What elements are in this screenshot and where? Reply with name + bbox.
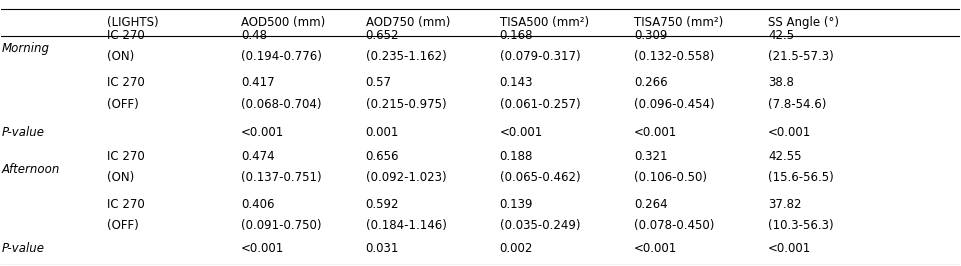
Text: <0.001: <0.001 xyxy=(634,242,678,255)
Text: 0.168: 0.168 xyxy=(500,29,533,42)
Text: 0.406: 0.406 xyxy=(241,198,275,211)
Text: IC 270: IC 270 xyxy=(107,29,144,42)
Text: (0.132-0.558): (0.132-0.558) xyxy=(634,50,714,63)
Text: (0.096-0.454): (0.096-0.454) xyxy=(634,98,714,111)
Text: (0.215-0.975): (0.215-0.975) xyxy=(365,98,446,111)
Text: (OFF): (OFF) xyxy=(107,219,138,232)
Text: IC 270: IC 270 xyxy=(107,77,144,89)
Text: <0.001: <0.001 xyxy=(500,127,543,139)
Text: 0.474: 0.474 xyxy=(241,150,275,163)
Text: 0.652: 0.652 xyxy=(365,29,399,42)
Text: AOD750 (mm): AOD750 (mm) xyxy=(365,16,450,29)
Text: 0.139: 0.139 xyxy=(500,198,533,211)
Text: 0.656: 0.656 xyxy=(365,150,399,163)
Text: 0.188: 0.188 xyxy=(500,150,533,163)
Text: 42.55: 42.55 xyxy=(768,150,801,163)
Text: (ON): (ON) xyxy=(107,171,134,184)
Text: (21.5-57.3): (21.5-57.3) xyxy=(768,50,834,63)
Text: 0.48: 0.48 xyxy=(241,29,267,42)
Text: (LIGHTS): (LIGHTS) xyxy=(107,16,159,29)
Text: (0.106-0.50): (0.106-0.50) xyxy=(634,171,707,184)
Text: (0.137-0.751): (0.137-0.751) xyxy=(241,171,322,184)
Text: (0.194-0.776): (0.194-0.776) xyxy=(241,50,322,63)
Text: (0.035-0.249): (0.035-0.249) xyxy=(500,219,580,232)
Text: (ON): (ON) xyxy=(107,50,134,63)
Text: <0.001: <0.001 xyxy=(768,127,811,139)
Text: (15.6-56.5): (15.6-56.5) xyxy=(768,171,834,184)
Text: 0.417: 0.417 xyxy=(241,77,275,89)
Text: SS Angle (°): SS Angle (°) xyxy=(768,16,839,29)
Text: P-value: P-value xyxy=(1,242,44,255)
Text: P-value: P-value xyxy=(1,127,44,139)
Text: 0.031: 0.031 xyxy=(365,242,399,255)
Text: (0.061-0.257): (0.061-0.257) xyxy=(500,98,580,111)
Text: IC 270: IC 270 xyxy=(107,198,144,211)
Text: 0.143: 0.143 xyxy=(500,77,533,89)
Text: 0.002: 0.002 xyxy=(500,242,533,255)
Text: 0.309: 0.309 xyxy=(634,29,667,42)
Text: 38.8: 38.8 xyxy=(768,77,794,89)
Text: <0.001: <0.001 xyxy=(768,242,811,255)
Text: (0.235-1.162): (0.235-1.162) xyxy=(365,50,446,63)
Text: (0.079-0.317): (0.079-0.317) xyxy=(500,50,580,63)
Text: (0.091-0.750): (0.091-0.750) xyxy=(241,219,321,232)
Text: TISA500 (mm²): TISA500 (mm²) xyxy=(500,16,589,29)
Text: TISA750 (mm²): TISA750 (mm²) xyxy=(634,16,723,29)
Text: (10.3-56.3): (10.3-56.3) xyxy=(768,219,833,232)
Text: 42.5: 42.5 xyxy=(768,29,794,42)
Text: Afternoon: Afternoon xyxy=(1,163,60,176)
Text: (0.078-0.450): (0.078-0.450) xyxy=(634,219,714,232)
Text: 0.266: 0.266 xyxy=(634,77,668,89)
Text: (0.184-1.146): (0.184-1.146) xyxy=(365,219,447,232)
Text: (7.8-54.6): (7.8-54.6) xyxy=(768,98,826,111)
Text: (0.068-0.704): (0.068-0.704) xyxy=(241,98,321,111)
Text: IC 270: IC 270 xyxy=(107,150,144,163)
Text: 0.264: 0.264 xyxy=(634,198,668,211)
Text: (OFF): (OFF) xyxy=(107,98,138,111)
Text: 0.321: 0.321 xyxy=(634,150,667,163)
Text: 0.57: 0.57 xyxy=(365,77,391,89)
Text: 0.592: 0.592 xyxy=(365,198,399,211)
Text: <0.001: <0.001 xyxy=(634,127,678,139)
Text: 37.82: 37.82 xyxy=(768,198,801,211)
Text: 0.001: 0.001 xyxy=(365,127,399,139)
Text: (0.065-0.462): (0.065-0.462) xyxy=(500,171,580,184)
Text: (0.092-1.023): (0.092-1.023) xyxy=(365,171,446,184)
Text: <0.001: <0.001 xyxy=(241,242,284,255)
Text: Morning: Morning xyxy=(1,42,49,55)
Text: AOD500 (mm): AOD500 (mm) xyxy=(241,16,325,29)
Text: <0.001: <0.001 xyxy=(241,127,284,139)
